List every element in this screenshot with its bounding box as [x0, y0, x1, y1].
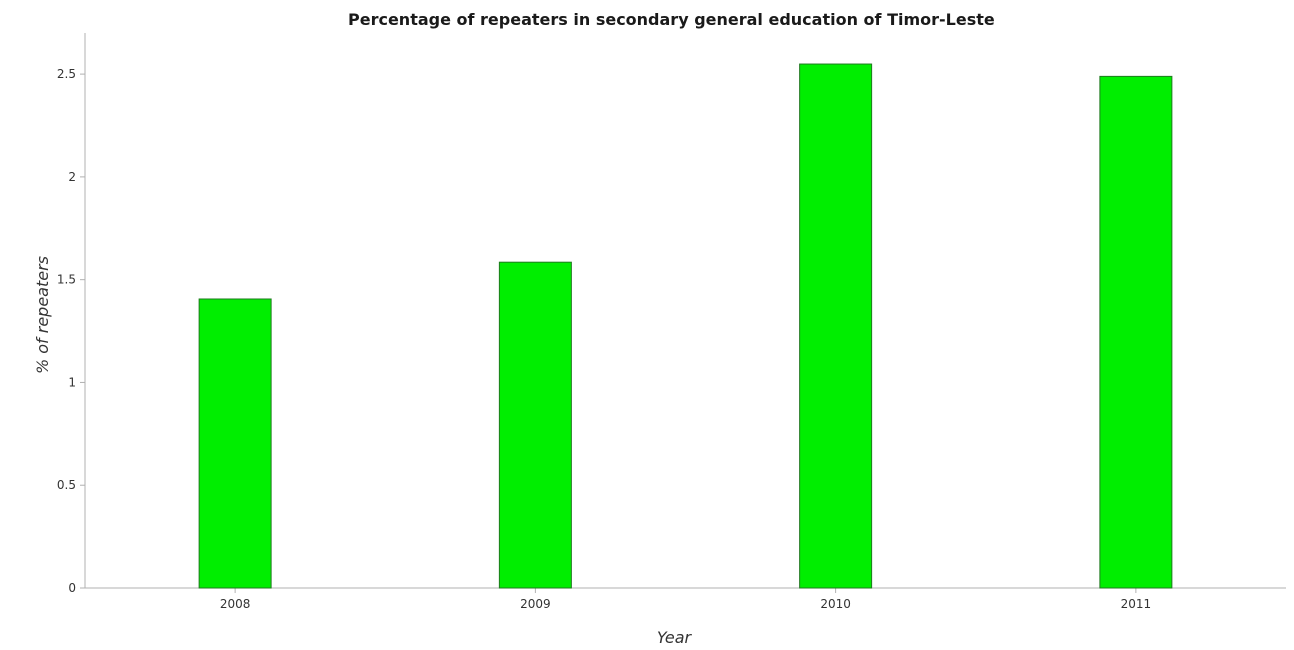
y-axis-label: % of repeaters — [33, 256, 52, 374]
bar-2009 — [498, 261, 572, 589]
x-tick-label: 2008 — [220, 597, 251, 611]
bar-2008 — [198, 298, 272, 589]
bar-2011 — [1099, 75, 1173, 589]
y-tick-label: 2 — [68, 170, 76, 184]
bar-2010 — [799, 63, 873, 589]
chart-title: Percentage of repeaters in secondary gen… — [348, 10, 995, 29]
x-axis-label: Year — [657, 628, 693, 647]
y-tick-label: 0.5 — [57, 478, 76, 492]
x-tick-label: 2010 — [820, 597, 851, 611]
x-tick-label: 2009 — [520, 597, 551, 611]
x-axis: 2008 2009 2010 2011 — [85, 587, 1286, 611]
bars — [198, 63, 1173, 589]
y-tick-label: 1.5 — [57, 273, 76, 287]
y-tick-label: 1 — [68, 375, 76, 389]
y-tick-label: 0 — [68, 581, 76, 595]
y-tick-label: 2.5 — [57, 67, 76, 81]
plot-area: 0 0.5 1 1.5 2 2.5 2008 2009 2010 2011 — [57, 33, 1286, 611]
x-tick-label: 2011 — [1121, 597, 1152, 611]
y-axis: 0 0.5 1 1.5 2 2.5 — [57, 33, 86, 595]
